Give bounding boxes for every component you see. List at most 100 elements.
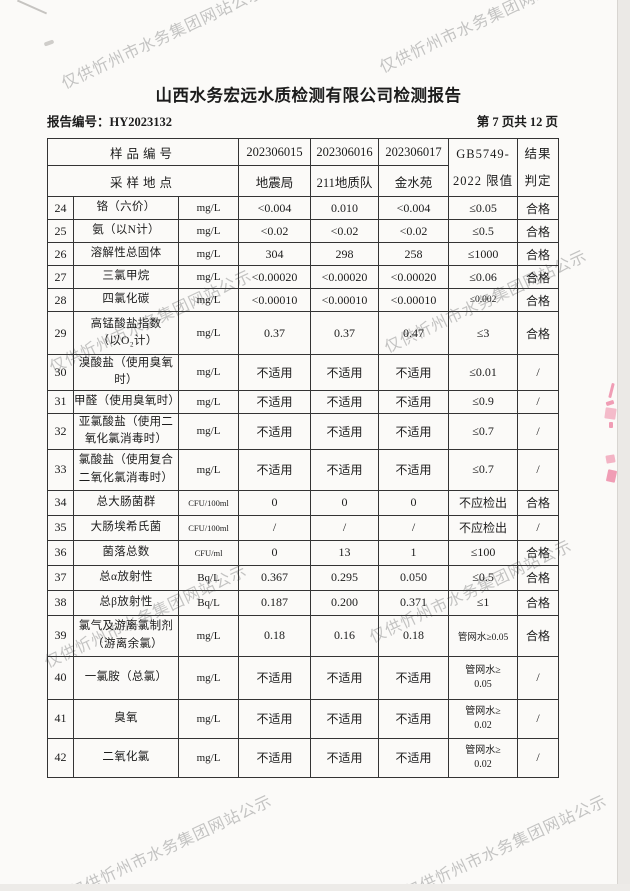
limit-cell: 不应检出 [448, 514, 519, 541]
unit-cell: CFU/100ml [177, 514, 240, 541]
red-ink-mark [609, 422, 613, 428]
verdict-cell: 合格 [517, 539, 560, 566]
value-cell: 不适用 [310, 354, 380, 391]
value-cell: 304 [238, 242, 312, 266]
table-header-row-sample-id: 样品编号 202306015 202306016 202306017 GB574… [46, 138, 560, 197]
value-cell: 不适用 [378, 448, 450, 491]
unit-cell: mg/L [177, 448, 240, 491]
parameter-name-cell: 溶解性总固体 [73, 242, 179, 266]
value-cell: 0.367 [238, 564, 312, 591]
red-ink-mark [604, 407, 617, 420]
verdict-cell: 合格 [517, 288, 560, 312]
row-number-cell: 25 [47, 219, 74, 243]
watermark-text: 仅供忻州市水务集团网站公示 [59, 0, 267, 93]
table-row: 26 溶解性总固体 mg/L 304 298 258 ≤1000 合格 [47, 242, 560, 266]
unit-cell: CFU/100ml [177, 489, 240, 516]
value-cell: 不适用 [378, 737, 450, 778]
value-cell: 0 [378, 489, 450, 516]
table-row: 32 亚氯酸盐（使用二 氧化氯消毒时） mg/L 不适用 不适用 不适用 ≤0.7/ [47, 412, 560, 450]
table-row: 27 三氯甲烷 mg/L <0.00020 <0.00020 <0.00020 ≤0.06 合… [47, 265, 560, 289]
value-cell: <0.004 [378, 196, 450, 220]
value-cell: / [310, 514, 380, 541]
red-ink-mark [605, 469, 618, 483]
parameter-name-cell: 三氯甲烷 [73, 265, 179, 289]
sample-id-1: 202306015 [238, 138, 312, 166]
sample-site-3: 金水苑 [378, 165, 450, 197]
limit-cell: ≤0.05 [448, 196, 519, 220]
limit-cell: ≤3 [448, 311, 519, 355]
verdict-cell: 合格 [517, 219, 560, 243]
verdict-cell: / [517, 389, 560, 414]
row-number-cell: 29 [47, 311, 74, 355]
unit-cell: Bq/L [177, 589, 240, 616]
unit-cell: mg/L [177, 698, 240, 739]
value-cell: 不适用 [378, 354, 450, 391]
value-cell: 298 [310, 242, 380, 266]
verdict-cell: 合格 [517, 242, 560, 266]
table-row: 28 四氯化碳 mg/L <0.00010 <0.00010 <0.00010 ≤0.002… [47, 288, 560, 312]
red-ink-mark [608, 382, 615, 399]
value-cell: <0.00020 [238, 265, 312, 289]
limit-cell: ≤0.06 [448, 265, 519, 289]
row-number-cell: 35 [47, 514, 74, 541]
row-number-cell: 28 [47, 288, 74, 312]
value-cell: <0.00010 [378, 288, 450, 312]
scan-page-edge [617, 0, 630, 891]
value-cell: 不适用 [378, 389, 450, 414]
value-cell: <0.00020 [378, 265, 450, 289]
unit-cell: mg/L [177, 354, 240, 391]
value-cell: 258 [378, 242, 450, 266]
unit-cell: mg/L [177, 614, 240, 657]
row-number-cell: 32 [47, 412, 74, 450]
verdict-cell: / [517, 655, 560, 700]
value-cell: 0 [310, 489, 380, 516]
verdict-cell: 合格 [517, 311, 560, 355]
table-row: 37 总α放射性 Bq/L 0.367 0.295 0.050 ≤0.5 合格 [47, 564, 560, 591]
value-cell: 不适用 [310, 389, 380, 414]
parameter-name-cell: 溴酸盐（使用臭氧 时） [73, 354, 179, 391]
value-cell: <0.02 [238, 219, 312, 243]
value-cell: 不适用 [310, 412, 380, 450]
value-cell: 0.371 [378, 589, 450, 616]
value-cell: 0.187 [238, 589, 312, 616]
row-number-cell: 27 [47, 265, 74, 289]
report-number: 报告编号：HY2023132 [47, 115, 173, 129]
table-header-row-sample-site: 采样地点 地震局 211地质队 金水苑 [46, 165, 559, 197]
value-cell: 不适用 [310, 655, 380, 700]
limit-standard-line1: GB5749- [456, 146, 510, 161]
parameter-name-cell: 铬（六价） [73, 196, 179, 220]
verdict-cell: / [517, 514, 560, 541]
value-cell: <0.004 [238, 196, 312, 220]
verdict-cell: / [517, 412, 560, 450]
parameter-name-cell: 氨（以N计） [73, 219, 179, 243]
value-cell: 不适用 [310, 448, 380, 491]
unit-cell: mg/L [177, 311, 240, 355]
value-cell: 不适用 [238, 389, 312, 414]
value-cell: 0 [238, 539, 312, 566]
red-ink-mark [605, 399, 615, 407]
result-header-line2: 判定 [524, 173, 552, 188]
limit-cell: 管网水≥ 0.02 [448, 737, 519, 778]
value-cell: 1 [378, 539, 450, 566]
row-number-cell: 24 [47, 196, 74, 220]
value-cell: <0.00010 [238, 288, 312, 312]
verdict-cell: / [517, 354, 560, 391]
value-cell: 0.18 [238, 614, 312, 657]
value-cell: <0.00010 [310, 288, 380, 312]
row-number-cell: 31 [47, 389, 74, 414]
value-cell: 不适用 [378, 698, 450, 739]
verdict-cell: 合格 [517, 564, 560, 591]
verdict-cell: 合格 [517, 614, 560, 657]
parameter-name-cell: 总β放射性 [73, 589, 179, 616]
table-row: 30 溴酸盐（使用臭氧 时） mg/L 不适用 不适用 不适用 ≤0.01/ [47, 354, 560, 391]
limit-cell: ≤0.01 [448, 354, 519, 391]
limit-cell: 管网水≥ 0.02 [448, 698, 519, 739]
red-ink-mark [605, 454, 616, 464]
watermark-text: 仅供忻州市水务集团网站公示 [402, 792, 610, 891]
report-meta-row: 报告编号：HY2023132 第 7 页共 12 页 [47, 111, 558, 130]
limit-cell: ≤0.9 [448, 389, 519, 414]
scan-bottom-edge [0, 884, 630, 891]
value-cell: <0.00020 [310, 265, 380, 289]
verdict-cell: / [517, 448, 560, 491]
